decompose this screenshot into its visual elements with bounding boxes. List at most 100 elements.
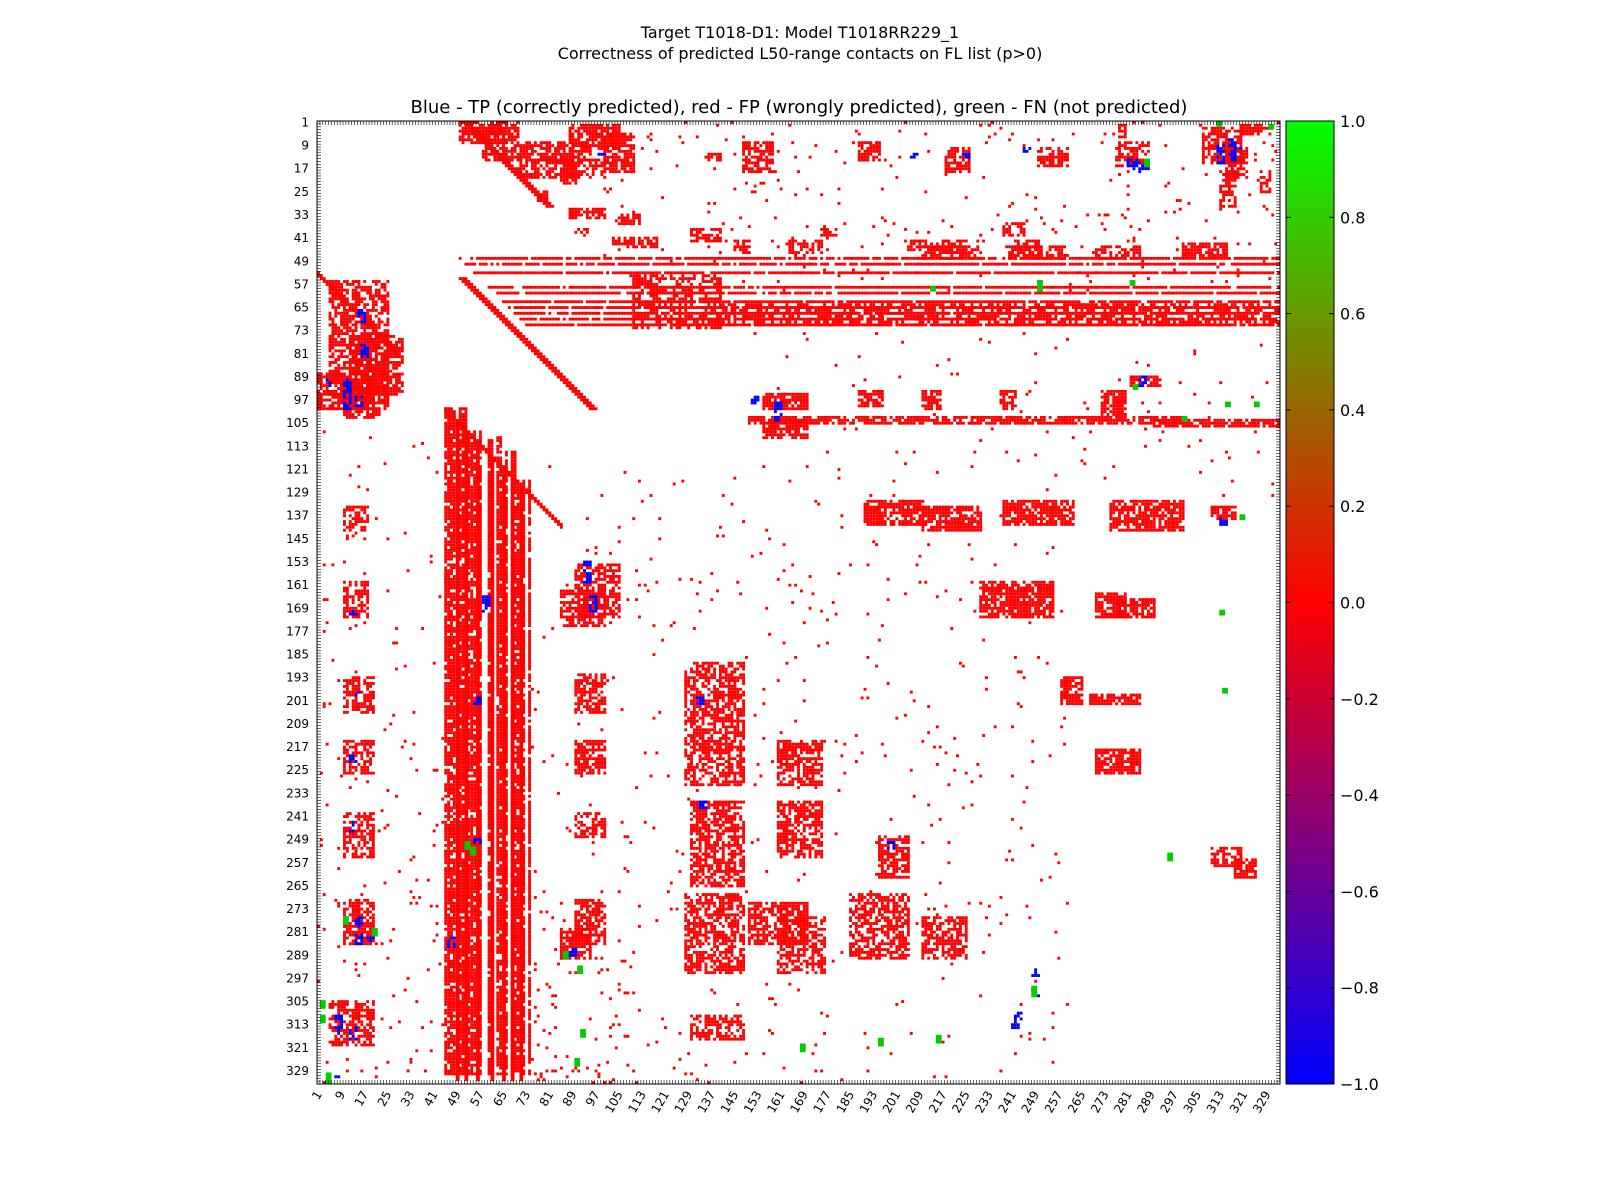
contact-block [1005,595,1009,599]
contact-block [528,175,531,179]
contact-block [1005,586,1009,590]
contact-block [603,141,607,145]
contact-block [585,167,589,171]
contact-block [964,528,968,532]
contact-block [1028,251,1032,255]
contact-block [973,415,977,419]
contact-block [1097,696,1101,700]
contact-block [932,395,936,399]
contact-block [742,147,745,150]
contact-block [930,254,933,257]
contact-block [982,615,986,619]
contact-block [1253,872,1257,876]
contact-block [759,418,763,422]
contact-block [1155,418,1159,422]
contact-block [950,242,954,246]
contact-block [1042,598,1046,602]
contact-block [1022,508,1026,512]
contact-block [1022,612,1026,616]
contact-line [961,256,965,260]
contact-block [1060,248,1064,252]
upper-diagonal-band [565,384,575,388]
contact-block [1170,424,1173,428]
contact-block [554,161,558,165]
contact-block [967,517,971,521]
contact-block [1005,230,1009,234]
contact-block [1219,242,1223,246]
contact-block [1060,696,1064,700]
contact-block [750,161,754,165]
contact-block [574,149,578,153]
contact-block [1207,254,1211,257]
contact-block [1149,612,1153,616]
upper-diagonal-band [568,387,578,390]
contact-line [1120,256,1124,260]
contact-block [999,392,1003,396]
contact-block [765,155,769,159]
contact-block [1146,522,1150,526]
contact-block [1126,702,1130,706]
contact-block [961,245,965,249]
contact-block [947,239,951,243]
contact-block [591,141,595,145]
contact-block [1158,421,1162,425]
contact-line [490,256,494,260]
contact-block [1002,508,1006,512]
contact-block [1123,528,1127,532]
contact-block [1175,520,1179,523]
contact-block [1230,178,1234,182]
contact-block [794,424,798,428]
contact-block [1230,861,1234,865]
contact-block [924,251,928,255]
contact-block [620,144,624,148]
contact-block [1219,170,1223,174]
upper-diagonal-band [487,306,497,309]
contact-line [901,256,905,260]
contact-block [791,424,795,428]
contact-block [779,398,783,402]
contact-block [993,589,997,593]
contact-block [762,167,766,171]
contact-block [1123,144,1127,148]
contact-block [1265,126,1269,130]
contact-block [918,522,922,526]
contact-block [611,135,615,139]
contact-block [611,242,615,246]
contact-line [941,262,945,266]
contact-line [1106,262,1110,266]
contact-block [1164,525,1168,529]
contact-block [1251,864,1254,868]
contact-block [1135,522,1139,526]
contact-block [1008,389,1012,393]
contact-block [771,152,774,156]
contact-block [1074,684,1078,688]
contact-block [716,239,719,243]
contact-block [1236,175,1240,179]
contact-block [545,196,549,200]
contact-block [1071,517,1075,521]
contact-block [924,514,928,518]
contact-block [878,522,881,526]
contact-block [458,129,462,133]
contact-block [1060,702,1064,706]
contact-line [1118,262,1121,266]
contact-block [742,170,745,174]
contact-block [626,222,630,226]
contact-line [1109,256,1113,260]
contact-block [623,138,627,142]
upper-diagonal-band [502,161,511,165]
contact-block [805,245,809,249]
contact-block [1178,514,1182,518]
contact-block [785,401,789,405]
contact-block [1222,421,1226,425]
contact-block [1135,514,1139,518]
contact-line [1005,262,1009,266]
contact-block [944,167,948,171]
contact-block [1118,129,1121,133]
contact-block [1187,251,1191,255]
contact-block [1141,499,1145,503]
contact-block [1112,520,1116,523]
upper-diagonal-band [507,167,517,171]
contact-block [1068,696,1072,700]
contact-block [1146,615,1150,619]
